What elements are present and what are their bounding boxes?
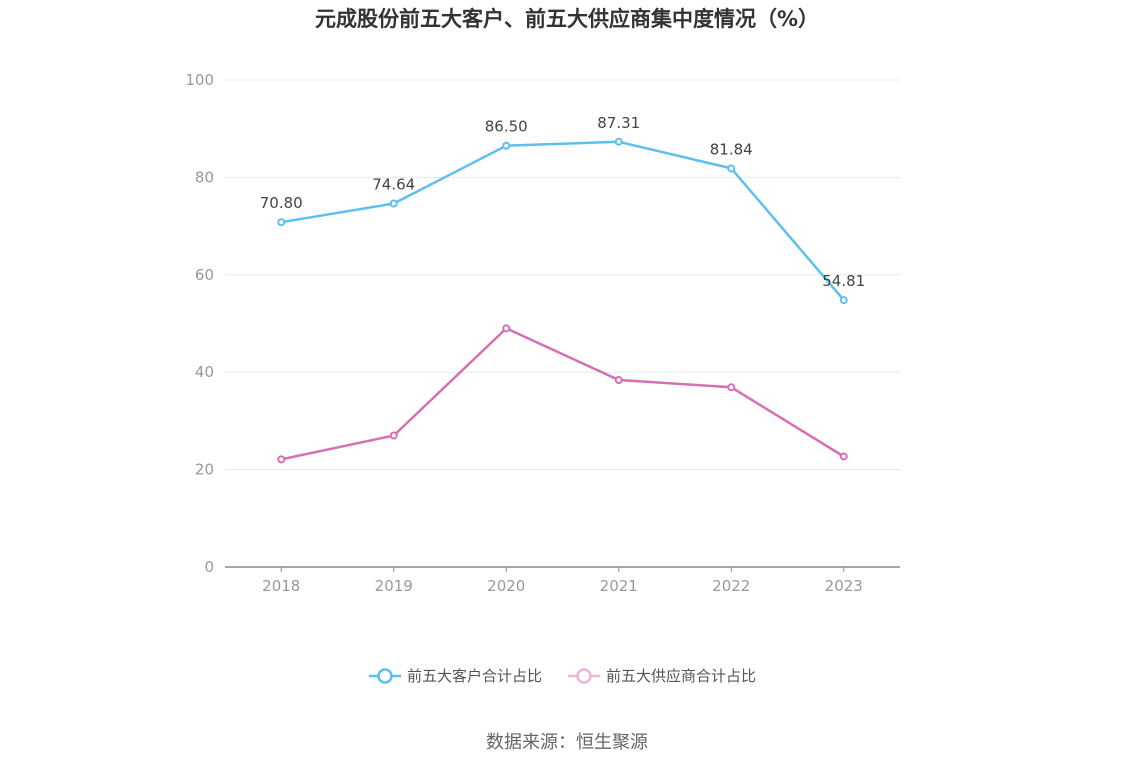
series-line (281, 327, 845, 461)
legend-marker (576, 668, 592, 684)
data-point (727, 383, 736, 392)
y-tick-label: 0 (204, 558, 214, 576)
data-point (614, 137, 623, 146)
x-tick-label: 2022 (712, 577, 750, 595)
data-label: 70.80 (260, 194, 303, 212)
x-axis: 2018 2019 2020 2021 2022 2023 (225, 566, 900, 595)
legend-label: 前五大客户合计占比 (407, 667, 542, 685)
data-point (727, 164, 736, 173)
y-tick-label: 100 (185, 71, 214, 89)
data-point (502, 324, 511, 333)
y-tick-label: 60 (195, 266, 214, 284)
source-note: 数据来源：恒生聚源 (486, 732, 648, 753)
y-tick-label: 80 (195, 168, 214, 186)
legend-item-2[interactable]: 前五大供应商合计占比 (568, 667, 756, 685)
legend-item-1[interactable]: 前五大客户合计占比 (369, 667, 542, 685)
data-label: 86.50 (485, 118, 528, 136)
x-tick-label: 2023 (825, 577, 863, 595)
series-1: 70.80 74.64 86.50 87.31 81.84 54.81 (260, 114, 865, 305)
data-label: 54.81 (822, 272, 865, 290)
data-point (389, 199, 398, 208)
y-axis: 0 20 40 60 80 100 (185, 71, 214, 576)
x-tick-label: 2020 (487, 577, 525, 595)
series-2 (277, 324, 848, 464)
series-line (281, 140, 845, 301)
data-label: 74.64 (372, 176, 415, 194)
data-label: 87.31 (597, 114, 640, 132)
data-point (839, 452, 848, 461)
data-label: 81.84 (710, 140, 753, 158)
y-tick-label: 20 (195, 461, 214, 479)
y-tick-label: 40 (195, 363, 214, 381)
grid-lines (225, 79, 900, 471)
data-point (277, 218, 286, 227)
series-layer: 70.80 74.64 86.50 87.31 81.84 54.81 (260, 114, 865, 464)
legend[interactable]: 前五大客户合计占比 前五大供应商合计占比 (369, 667, 756, 685)
chart-title: 元成股份前五大客户、前五大供应商集中度情况（%） (315, 7, 819, 31)
data-point (614, 375, 623, 384)
x-tick-label: 2018 (262, 577, 300, 595)
legend-label: 前五大供应商合计占比 (606, 667, 756, 685)
data-point (839, 296, 848, 305)
data-point (502, 141, 511, 150)
data-point (277, 455, 286, 464)
legend-marker (377, 668, 393, 684)
data-point (389, 431, 398, 440)
x-tick-label: 2019 (375, 577, 413, 595)
x-tick-label: 2021 (600, 577, 638, 595)
